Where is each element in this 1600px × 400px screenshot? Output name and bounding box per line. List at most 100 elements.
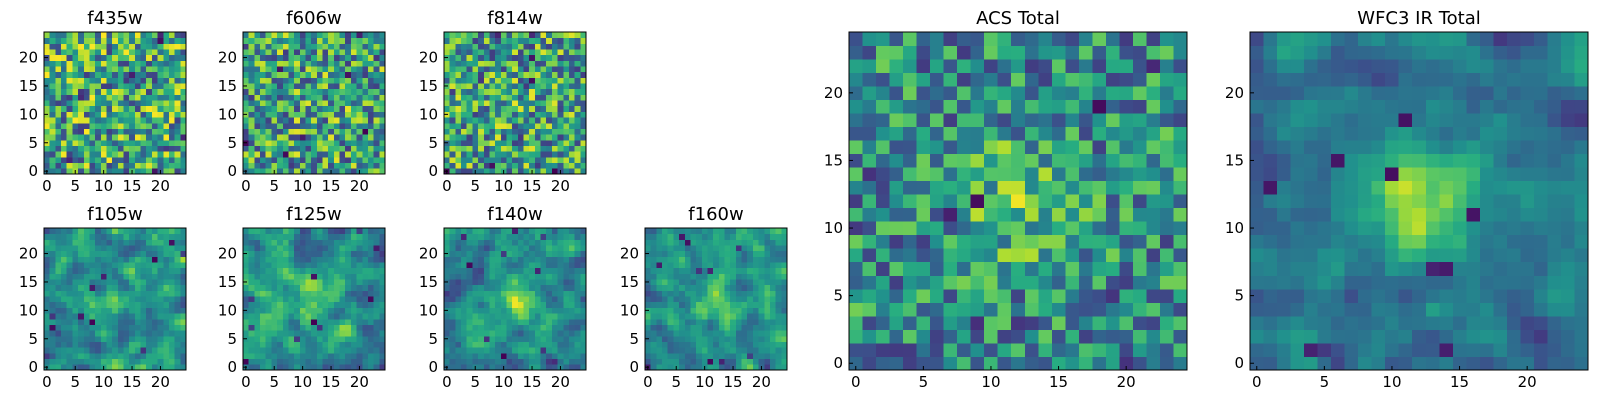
heatmap-cell [356,245,363,252]
y-tick-label: 20 [19,245,38,263]
heatmap-cell [489,273,496,280]
heatmap-cell [146,318,153,325]
heatmap-cell [305,233,312,240]
heatmap-cell [718,273,725,280]
heatmap-cell [112,335,119,342]
heatmap-cell [512,66,519,73]
heatmap-cell [546,54,553,61]
heatmap-cell [557,358,564,365]
heatmap-cell [718,301,725,308]
heatmap-cell [495,233,502,240]
heatmap-cell [61,151,68,158]
heatmap-cell [444,330,451,337]
heatmap-cell [529,77,536,84]
heatmap-cell [367,32,375,39]
heatmap-cell [984,207,999,222]
heatmap-cell [174,284,181,291]
heatmap-cell [174,352,181,360]
heatmap-cell [461,32,468,39]
heatmap-cell [679,273,686,280]
heatmap-cell [557,156,564,164]
heatmap-cell [180,273,187,280]
heatmap-cell [151,347,158,354]
heatmap-cell [106,139,113,146]
heatmap-cell [163,60,170,67]
heatmap-cell [322,117,329,124]
heatmap-cell [55,128,62,135]
heatmap-cell [356,117,363,124]
heatmap-cell [157,66,164,73]
heatmap-cell [305,352,312,360]
heatmap-cell [66,100,73,107]
heatmap-cell [379,122,386,129]
heatmap-cell [61,122,68,129]
heatmap-cell [61,347,68,354]
heatmap-cell [44,341,51,348]
heatmap-cell [580,330,587,337]
heatmap-cell [707,324,714,331]
heatmap-cell [730,352,737,360]
heatmap-cell [472,134,479,141]
y-tick-label: 5 [629,330,639,348]
heatmap-cell [489,330,496,337]
heatmap-cell [997,248,1012,263]
heatmap-cell [260,290,267,297]
panel-title: f140w [487,204,542,225]
heatmap-cell [299,233,306,240]
heatmap-cell [461,284,468,291]
heatmap-cell [151,94,158,101]
heatmap-cell [362,66,369,73]
heatmap-cell [540,66,547,73]
heatmap-cell [1146,315,1161,330]
heatmap-cell [1078,126,1093,141]
heatmap-cell [540,256,547,263]
heatmap-cell [662,335,669,342]
heatmap-cell [95,364,102,371]
heatmap-cell [546,296,553,303]
heatmap-cell [294,37,301,44]
heatmap-cell [350,162,357,169]
heatmap-cell [367,100,375,107]
heatmap-cell [49,122,56,129]
heatmap-cell [151,168,158,175]
heatmap-cell [163,307,170,314]
heatmap-cell [72,43,79,50]
heatmap-cell [455,77,462,84]
heatmap-cell [461,279,468,286]
heatmap-cell [146,37,153,44]
heatmap-cell [265,352,272,360]
heatmap-cell [730,290,737,297]
heatmap-cell [718,324,725,331]
heatmap-cell [129,156,136,164]
heatmap-cell [265,228,272,235]
heatmap-cell [66,239,73,246]
heatmap-cell [889,261,904,276]
heatmap-cell [466,139,473,146]
heatmap-cell [271,233,278,240]
heatmap-cell [123,88,130,95]
heatmap-cell [333,245,340,252]
heatmap-cell [322,60,329,67]
heatmap-cell [466,134,473,141]
heatmap-cell [472,233,479,240]
heatmap-cell [495,32,502,39]
heatmap-cell [696,262,703,269]
heatmap-cell [667,347,674,354]
heatmap-cell [461,352,468,360]
heatmap-cell [1038,248,1053,263]
heatmap-cell [345,49,352,56]
heatmap-cell [707,245,714,252]
heatmap-cell [876,207,890,222]
heatmap-cell [517,239,524,246]
heatmap-cell [299,128,306,135]
heatmap-cell [100,307,107,314]
heatmap-cell [724,335,731,342]
heatmap-cell [889,167,904,182]
heatmap-cell [140,128,147,135]
heatmap-cell [95,151,102,158]
heatmap-cell [775,245,782,252]
heatmap-cell [322,273,329,280]
heatmap-cell [299,262,306,269]
heatmap-cell [83,228,90,235]
heatmap-cell [557,307,564,314]
